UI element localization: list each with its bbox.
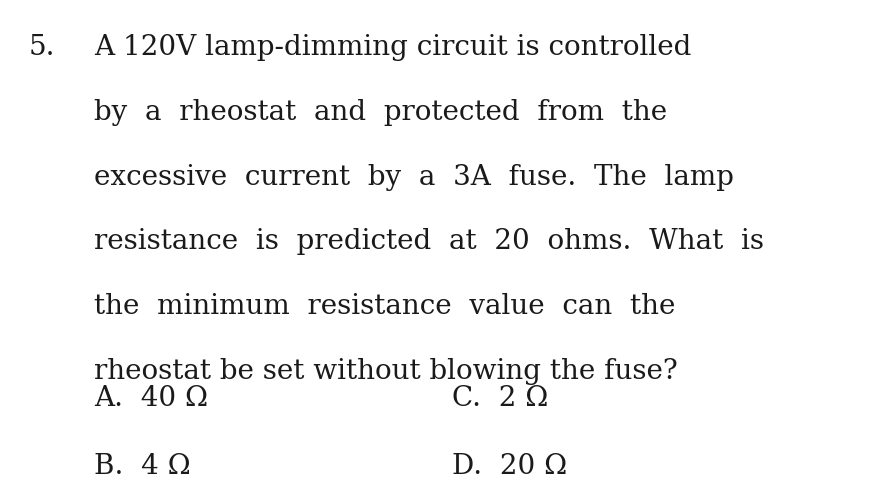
Text: 5.: 5. xyxy=(29,34,56,61)
Text: excessive  current  by  a  3A  fuse.  The  lamp: excessive current by a 3A fuse. The lamp xyxy=(94,164,734,190)
Text: D.  20 Ω: D. 20 Ω xyxy=(452,453,567,480)
Text: C.  2 Ω: C. 2 Ω xyxy=(452,385,548,412)
Text: A.  40 Ω: A. 40 Ω xyxy=(94,385,208,412)
Text: B.  4 Ω: B. 4 Ω xyxy=(94,453,191,480)
Text: resistance  is  predicted  at  20  ohms.  What  is: resistance is predicted at 20 ohms. What… xyxy=(94,228,764,255)
Text: the  minimum  resistance  value  can  the: the minimum resistance value can the xyxy=(94,293,676,320)
Text: rheostat be set without blowing the fuse?: rheostat be set without blowing the fuse… xyxy=(94,358,678,385)
Text: A 120V lamp-dimming circuit is controlled: A 120V lamp-dimming circuit is controlle… xyxy=(94,34,692,61)
Text: by  a  rheostat  and  protected  from  the: by a rheostat and protected from the xyxy=(94,99,668,126)
